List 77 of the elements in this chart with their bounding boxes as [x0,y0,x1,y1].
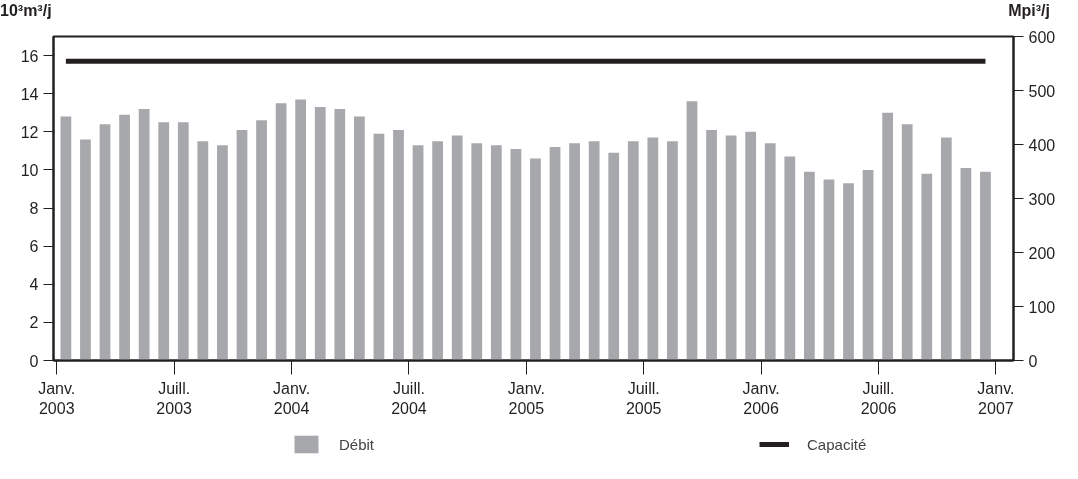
bar [314,107,326,361]
x-tick-label: Janv. 2004 [273,379,311,417]
y2-axis-title: Mpi³/j [1008,1,1050,21]
y2-tick-label: 300 [1028,190,1056,208]
bar [530,158,541,361]
bar [745,131,757,361]
x-tick-label: Juill. 2003 [156,379,193,417]
bar [608,152,620,361]
bar [119,114,130,361]
y-tick-label: 8 [29,200,39,218]
legend-label: Capacité [807,435,867,453]
bar [764,143,776,361]
bar [80,139,91,361]
bar [60,116,72,361]
y-tick-label: 16 [20,47,39,65]
bar [725,135,737,361]
bar [138,108,150,361]
bar [510,148,522,361]
y2-tick-label: 400 [1028,136,1056,154]
y2-tick-label: 200 [1028,244,1056,262]
bar [549,147,561,361]
bar [901,124,913,361]
x-tick-label: Juill. 2004 [391,379,427,417]
bar [843,183,854,361]
bar [373,133,385,361]
bar [490,145,502,361]
bar [706,129,717,361]
x-tick-label: Janv. 2006 [742,379,780,417]
bar [667,141,678,361]
bar [236,129,248,361]
y2-tick-label: 500 [1028,82,1056,100]
y-axis-title: 10³m³/j [0,1,52,21]
bar [334,108,346,361]
bar [823,179,835,361]
y2-tick-label: 100 [1028,298,1056,316]
x-tick-label: Juill. 2006 [860,379,897,417]
bar [256,120,267,361]
bar [569,143,580,361]
bar [217,145,228,361]
bar [647,137,659,361]
x-tick-label: Janv. 2005 [507,379,545,417]
legend-label: Débit [339,435,375,453]
bar [451,135,463,361]
bar [960,168,972,361]
y-tick-label: 12 [20,123,39,141]
bar [295,99,307,361]
y2-tick-label: 0 [1028,352,1038,370]
bar [432,141,444,361]
y2-tick-label: 600 [1028,28,1056,46]
bar [862,169,874,361]
x-tick-label: Juill. 2005 [625,379,662,417]
bar [99,124,111,361]
bar [940,137,952,361]
bar [588,141,600,361]
bar [980,171,991,361]
bar [882,112,894,361]
bar [784,156,796,361]
y-tick-label: 4 [29,276,39,294]
y-tick-label: 6 [29,238,39,256]
y-tick-label: 0 [29,352,39,370]
x-tick-label: Janv. 2007 [977,379,1015,417]
x-tick-label: Janv. 2003 [38,379,76,417]
bar [921,173,933,361]
bar [627,141,639,361]
bar [412,145,424,361]
bar [686,101,698,361]
bar [471,143,483,361]
bar [177,122,189,361]
y-tick-label: 14 [20,85,39,103]
bar [803,171,815,361]
y-tick-label: 10 [20,161,39,179]
bar [393,129,404,361]
y-tick-label: 2 [29,314,39,332]
bar [275,103,287,361]
bar [353,116,365,361]
bar [158,122,170,361]
bar [197,141,209,361]
